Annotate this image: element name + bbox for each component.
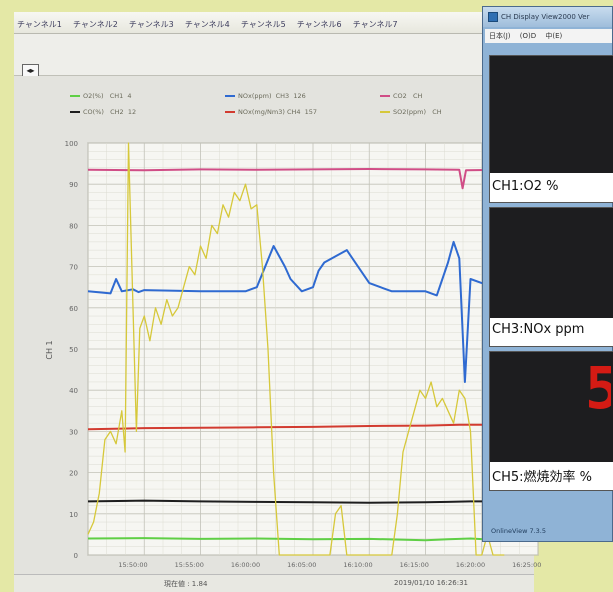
channel-panel-ch1: CH1:O2 % (489, 55, 613, 203)
x-tick-label: 15:55:00 (175, 561, 204, 569)
legend-name: SO2(ppm) (393, 108, 427, 116)
legend-channel: CH2 (110, 108, 124, 116)
tab-channel-1[interactable]: チャンネル1 (17, 20, 62, 29)
y-tick-label: 90 (69, 181, 78, 189)
legend-channel: CH4 (286, 108, 301, 116)
legend-item: NOx(mg/Nm3) CH4 157 (225, 108, 317, 116)
series-line (87, 423, 505, 431)
menu-item-edit[interactable]: 中(E) (545, 32, 563, 40)
viewer-title: CH Display View2000 Ver (501, 13, 590, 21)
legend-swatch (70, 95, 80, 97)
legend-item: CO(%) CH2 12 (70, 108, 136, 116)
legend-name: CO2 (393, 92, 407, 100)
legend-item: CO2 CH (380, 92, 422, 100)
tab-channel-6[interactable]: チャンネル6 (296, 20, 342, 29)
channel-panel-ch5: 5 CH5:燃焼効率 % (489, 351, 613, 491)
channel-panel-ch3: CH3:NOx ppm (489, 207, 613, 347)
legend-swatch (70, 111, 80, 113)
legend-swatch (225, 95, 235, 97)
y-tick-label: 10 (69, 511, 78, 519)
series-line (87, 499, 505, 504)
grid (87, 142, 539, 556)
x-tick-label: 16:25:00 (512, 561, 541, 569)
channel-label: CH5:燃焼効率 % (492, 470, 592, 485)
tab-channel-4[interactable]: チャンネル4 (184, 20, 230, 29)
viewer-version: OnlineView 7.3.5 (491, 527, 546, 535)
x-axis: 15:50:00 15:55:00 16:00:00 16:05:00 16:10:00… (118, 561, 541, 569)
x-tick-label: 16:15:00 (400, 561, 429, 569)
legend-item: O2(%) CH1 4 (70, 92, 132, 100)
series-line (87, 168, 505, 190)
y-tick-label: 70 (69, 264, 78, 272)
channel-tab-bar: チャンネル1 チャンネル2 チャンネル3 チャンネル4 チャンネル5 チャンネル… (14, 12, 534, 34)
toolbar: ◂▸ (14, 34, 534, 78)
series-line (87, 142, 505, 556)
channel-display: 5 (490, 352, 613, 462)
status-timestamp: 2019/01/10 16:26:31 (394, 579, 469, 587)
menu-item-options[interactable]: (O)D (519, 32, 537, 40)
app-icon (488, 12, 498, 22)
legend-name: NOx(ppm) (238, 92, 272, 100)
y-tick-label: 0 (74, 552, 78, 560)
tab-channel-5[interactable]: チャンネル5 (240, 20, 286, 29)
legend-item: SO2(ppm) CH (380, 108, 442, 116)
legend-value: 126 (293, 92, 306, 100)
viewer-menu-bar: 日本(J) (O)D 中(E) (485, 29, 612, 43)
legend-swatch (380, 95, 390, 97)
legend-value: 4 (127, 92, 132, 100)
channel-label: CH1:O2 % (492, 179, 559, 194)
y-tick-label: 60 (69, 305, 78, 313)
legend-channel: CH (413, 92, 423, 100)
channel-value-digit: 5 (585, 360, 611, 416)
status-current-value: 現在値 : 1.84 (164, 580, 208, 588)
channel-display (490, 56, 613, 173)
legend-value: 12 (127, 108, 137, 116)
tab-channel-7[interactable]: チャンネル7 (352, 20, 398, 29)
x-tick-label: 16:20:00 (456, 561, 485, 569)
chart-legend: O2(%) CH1 4 NOx(ppm) CH3 126 CO2 CH CO(%… (70, 92, 490, 122)
legend-name: NOx(mg/Nm3) (238, 108, 285, 116)
legend-channel: CH1 (109, 92, 124, 100)
x-tick-label: 16:05:00 (287, 561, 316, 569)
y-tick-label: 80 (69, 222, 78, 230)
menu-item-file[interactable]: 日本(J) (489, 32, 511, 40)
tab-channel-2[interactable]: チャンネル2 (72, 20, 118, 29)
y-tick-label: 100 (65, 140, 78, 148)
viewer-title-bar[interactable]: CH Display View2000 Ver (483, 7, 612, 27)
series-line (87, 537, 505, 542)
legend-channel: CH3 (275, 92, 290, 100)
y-tick-label: 50 (69, 346, 78, 354)
x-tick-label: 15:50:00 (118, 561, 147, 569)
status-bar: 現在値 : 1.84 2019/01/10 16:26:31 (14, 574, 534, 592)
legend-swatch (225, 111, 235, 113)
series-group (87, 142, 505, 556)
legend-value: 157 (304, 108, 318, 116)
tab-channel-3[interactable]: チャンネル3 (128, 20, 174, 29)
x-tick-label: 16:10:00 (343, 561, 372, 569)
channel-viewer-window[interactable]: CH Display View2000 Ver 日本(J) (O)D 中(E) … (482, 6, 613, 542)
legend-item: NOx(ppm) CH3 126 (225, 92, 306, 100)
series-line (87, 240, 505, 383)
y-tick-label: 40 (69, 387, 78, 395)
channel-display (490, 208, 613, 318)
x-tick-label: 16:00:00 (231, 561, 260, 569)
y-tick-label: 30 (69, 428, 78, 436)
y-axis-label: CH 1 (45, 340, 54, 359)
legend-name: O2(%) (83, 92, 104, 100)
y-tick-label: 20 (69, 470, 78, 478)
legend-channel: CH (432, 108, 442, 116)
channel-label: CH3:NOx ppm (492, 322, 585, 337)
legend-swatch (380, 111, 390, 113)
legend-name: CO(%) (83, 108, 104, 116)
